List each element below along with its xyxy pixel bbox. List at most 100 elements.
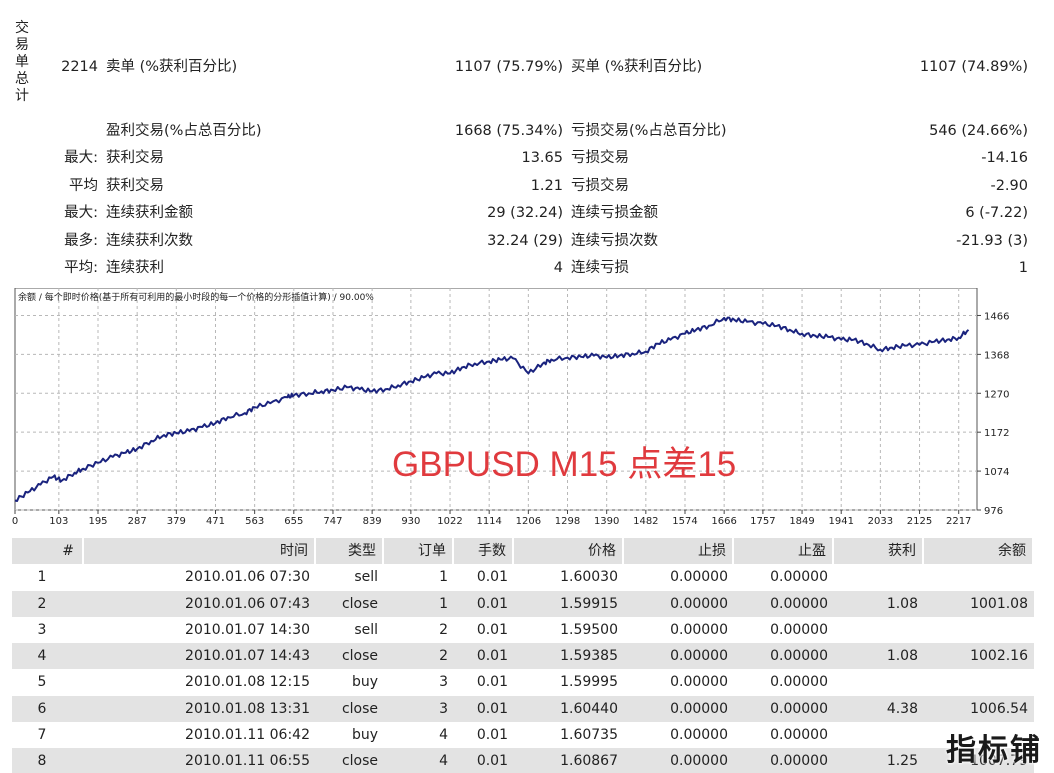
col-header-number[interactable]: # xyxy=(12,538,84,565)
summary-prefix: 最大: xyxy=(64,205,98,221)
x-tick-label: 1574 xyxy=(672,516,697,527)
table-row[interactable]: 8 2010.01.11 06:55 close 4 0.01 1.60867 0.0000… xyxy=(12,748,1034,773)
table-body: 1 2010.01.06 07:30 sell 1 0.01 1.60030 0.00000… xyxy=(12,564,1034,773)
col-header-lots[interactable]: 手数 xyxy=(454,538,514,565)
side-label-char: 交 xyxy=(15,20,29,36)
col-header-stop-loss[interactable]: 止损 xyxy=(624,538,734,565)
side-label-char: 单 xyxy=(15,54,29,70)
summary-value-left: 1107 (75.79%) xyxy=(454,59,563,75)
table-row[interactable]: 4 2010.01.07 14:43 close 2 0.01 1.59385 0.0000… xyxy=(12,643,1034,670)
cell-profit: 4.38 xyxy=(886,700,918,717)
summary-row: 最多: 连续获利次数 32.24 (29) 连续亏损次数 -21.93 (3) xyxy=(0,228,1054,254)
col-header-type[interactable]: 类型 xyxy=(316,538,384,565)
cell-order: 3 xyxy=(439,674,448,691)
col-header-profit[interactable]: 获利 xyxy=(834,538,924,565)
x-tick-label: 839 xyxy=(363,516,382,527)
summary-row: 平均 获利交易 1.21 亏损交易 -2.90 xyxy=(0,173,1054,199)
cell-profit xyxy=(834,617,924,643)
cell-order: 1 xyxy=(439,595,448,612)
cell-type: close xyxy=(341,700,378,717)
col-header-order[interactable]: 订单 xyxy=(384,538,454,565)
x-tick-label: 1206 xyxy=(516,516,541,527)
summary-value-left: 13.65 xyxy=(521,150,563,166)
summary-label-left: 获利交易 xyxy=(106,150,164,166)
col-header-take-profit[interactable]: 止盈 xyxy=(734,538,834,565)
cell-type: buy xyxy=(351,727,378,744)
summary-label-right: 亏损交易 xyxy=(571,150,629,166)
cell-type: buy xyxy=(351,674,378,691)
summary-value-left: 4 xyxy=(553,260,563,276)
summary-value-right: 546 (24.66%) xyxy=(929,123,1028,139)
cell-order: 3 xyxy=(439,700,448,717)
x-tick-label: 0 xyxy=(12,516,18,527)
cell-time: 2010.01.11 06:42 xyxy=(185,727,310,744)
summary-label-right: 连续亏损 xyxy=(571,260,629,276)
report-side-label: 交 易 单 总 计 xyxy=(12,20,32,105)
summary-row: 盈利交易(%占总百分比) 1668 (75.34%) 亏损交易(%占总百分比) … xyxy=(0,118,1054,144)
x-tick-label: 1022 xyxy=(437,516,462,527)
table-header: # 时间 类型 订单 手数 价格 止损 止盈 获利 余额 xyxy=(12,538,1034,565)
cell-stop-loss: 0.00000 xyxy=(670,753,728,770)
x-tick-label: 195 xyxy=(88,516,107,527)
cell-take-profit: 0.00000 xyxy=(770,674,828,691)
cell-order: 1 xyxy=(439,569,448,586)
cell-number: 5 xyxy=(37,674,47,691)
x-tick-label: 471 xyxy=(206,516,225,527)
cell-price: 1.60867 xyxy=(560,753,618,770)
cell-balance: 1006.54 xyxy=(970,700,1028,717)
cell-order: 4 xyxy=(439,727,448,744)
x-tick-label: 2033 xyxy=(868,516,893,527)
col-header-price[interactable]: 价格 xyxy=(514,538,624,565)
col-header-time[interactable]: 时间 xyxy=(84,538,316,565)
trade-table: # 时间 类型 订单 手数 价格 止损 止盈 获利 余额 1 2010.01.06… xyxy=(12,538,1034,773)
y-tick-label: 1172 xyxy=(984,428,1009,439)
summary-prefix: 2214 xyxy=(61,59,98,75)
cell-type: close xyxy=(341,753,378,770)
summary-value-left: 29 (32.24) xyxy=(487,205,563,221)
table-row[interactable]: 7 2010.01.11 06:42 buy 4 0.01 1.60735 0.00000 0… xyxy=(12,722,1034,748)
table-row[interactable]: 3 2010.01.07 14:30 sell 2 0.01 1.59500 0.00000… xyxy=(12,617,1034,643)
side-label-char: 易 xyxy=(15,37,29,53)
cell-stop-loss: 0.00000 xyxy=(670,648,728,665)
summary-value-right: -2.90 xyxy=(990,178,1028,194)
cell-time: 2010.01.06 07:43 xyxy=(185,595,310,612)
cell-price: 1.59995 xyxy=(560,674,618,691)
table-row[interactable]: 5 2010.01.08 12:15 buy 3 0.01 1.59995 0.00000 0… xyxy=(12,669,1034,695)
cell-profit: 1.25 xyxy=(886,753,918,770)
summary-stats: 2214 卖单 (%获利百分比) 1107 (75.79%) 买单 (%获利百分… xyxy=(0,0,1054,285)
summary-value-right: -14.16 xyxy=(981,150,1028,166)
cell-price: 1.60735 xyxy=(560,727,618,744)
summary-prefix: 平均: xyxy=(64,260,98,276)
cell-lots: 0.01 xyxy=(476,648,508,665)
table-row[interactable]: 6 2010.01.08 13:31 close 3 0.01 1.60440 0.0000… xyxy=(12,695,1034,723)
side-label-char: 总 xyxy=(15,71,29,87)
cell-number: 2 xyxy=(37,595,47,612)
x-tick-label: 1298 xyxy=(555,516,580,527)
cell-stop-loss: 0.00000 xyxy=(670,569,728,586)
col-header-balance[interactable]: 余额 xyxy=(924,538,1034,565)
cell-number: 6 xyxy=(37,700,47,717)
cell-number: 8 xyxy=(37,753,47,770)
cell-type: close xyxy=(341,595,378,612)
summary-value-left: 1.21 xyxy=(530,178,563,194)
cell-type: close xyxy=(341,648,378,665)
cell-balance: 1001.08 xyxy=(970,595,1028,612)
cell-lots: 0.01 xyxy=(476,753,508,770)
balance-line xyxy=(14,316,970,502)
summary-value-right: 1 xyxy=(1018,260,1028,276)
summary-prefix: 最多: xyxy=(64,233,98,249)
table-row[interactable]: 1 2010.01.06 07:30 sell 1 0.01 1.60030 0.00000… xyxy=(12,564,1034,590)
table-row[interactable]: 2 2010.01.06 07:43 close 1 0.01 1.59915 0.0000… xyxy=(12,590,1034,617)
x-tick-label: 287 xyxy=(128,516,147,527)
cell-price: 1.59385 xyxy=(560,648,618,665)
cell-balance xyxy=(924,564,1034,590)
cell-order: 2 xyxy=(439,621,448,638)
cell-time: 2010.01.08 13:31 xyxy=(185,700,310,717)
summary-row: 最大: 连续获利金额 29 (32.24) 连续亏损金额 6 (-7.22) xyxy=(0,200,1054,226)
cell-price: 1.59915 xyxy=(560,595,618,612)
cell-order: 2 xyxy=(439,648,448,665)
cell-number: 4 xyxy=(37,648,47,665)
x-tick-label: 747 xyxy=(323,516,342,527)
cell-stop-loss: 0.00000 xyxy=(670,700,728,717)
balance-chart: 1466 1368 1270 1172 1074 976 0 103 195 287 379 471 5… xyxy=(12,288,1040,528)
